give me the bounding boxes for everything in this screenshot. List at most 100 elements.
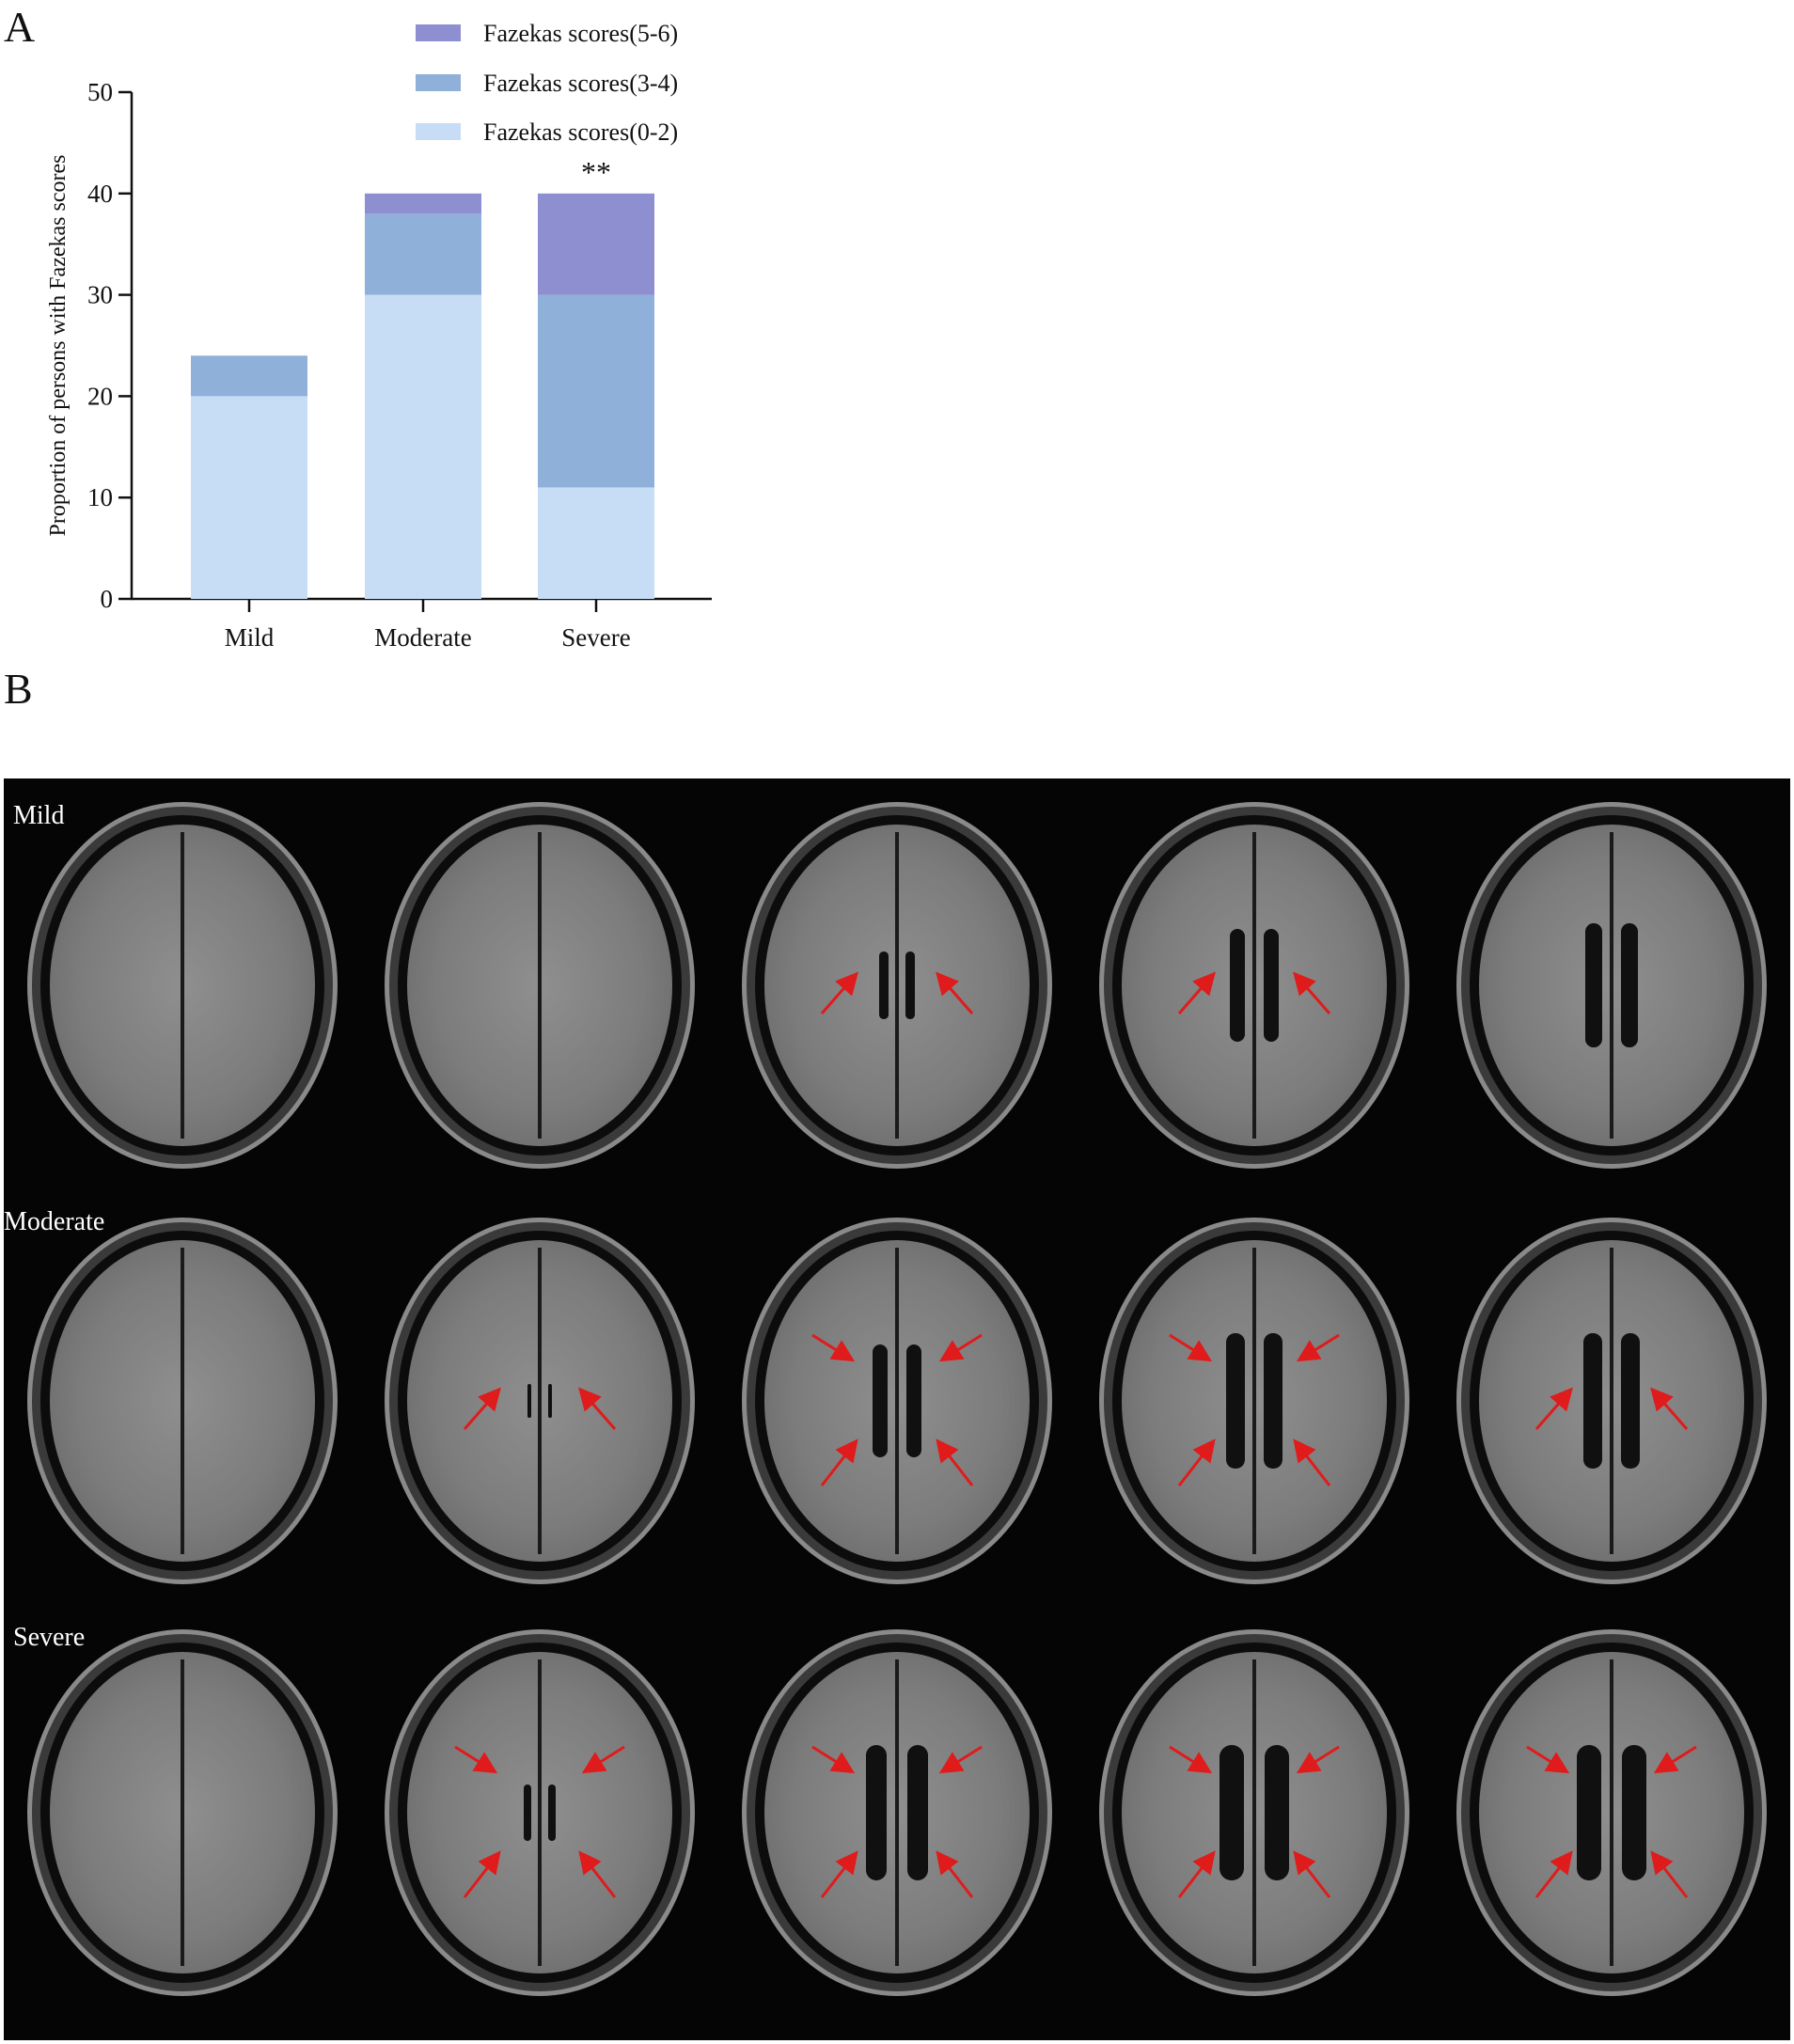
mri-row-label: Severe (13, 1623, 86, 1652)
mri-slice (366, 1615, 714, 2010)
interhemispheric-fissure (1610, 1248, 1613, 1554)
mri-slice (723, 1615, 1071, 2010)
lesion-arrows (1169, 1333, 1340, 1486)
mri-slice (1080, 1203, 1428, 1598)
mri-slice (1080, 788, 1428, 1183)
bar-segment (191, 355, 307, 397)
stacked-bar-chart: 0 10 20 30 40 50 Proportion of persons with Fa… (46, 20, 712, 652)
interhemispheric-fissure (895, 1659, 899, 1966)
lesion-arrow (1653, 1745, 1697, 1774)
interhemispheric-fissure (1610, 1659, 1613, 1966)
lesion-arrow (1169, 1333, 1213, 1362)
legend-swatch (416, 123, 461, 140)
lesion-arrow (1169, 1745, 1213, 1774)
chart-axes: 0 10 20 30 40 50 Proportion of persons with Fa… (46, 78, 712, 652)
brain-tissue (1122, 825, 1387, 1146)
bar-segment (538, 294, 654, 488)
y-tick-label: 50 (87, 78, 113, 106)
legend-label: Fazekas scores(0-2) (483, 118, 678, 146)
mri-slice (1438, 1615, 1786, 2010)
lateral-ventricle (906, 1745, 929, 1880)
lesion-arrow (936, 1850, 974, 1898)
lesion-arrow (1293, 971, 1331, 1014)
mri-slice (723, 788, 1071, 1183)
bar-segment (365, 294, 481, 599)
lesion-arrows (820, 971, 974, 1014)
mri-slice (1080, 1615, 1428, 2010)
lesion-arrow (820, 1439, 858, 1486)
bar-segment (365, 193, 481, 214)
lesion-arrow (1534, 1387, 1573, 1430)
mri-slice (8, 1203, 356, 1598)
interhemispheric-fissure (538, 1248, 542, 1554)
lesion-arrow (1177, 971, 1216, 1014)
legend-label: Fazekas scores(5-6) (483, 20, 678, 47)
lesion-arrows (1526, 1745, 1697, 1898)
lesion-arrow (1534, 1850, 1573, 1898)
lesion-arrow (1296, 1333, 1340, 1362)
interhemispheric-fissure (181, 1659, 184, 1966)
brain-tissue (764, 825, 1030, 1146)
y-tick-label: 30 (87, 281, 113, 309)
x-tick-label: Mild (225, 623, 275, 652)
lesion-arrow (463, 1850, 501, 1898)
chart-annotations: ** (581, 155, 611, 189)
lesion-arrow (578, 1850, 617, 1898)
lesion-arrows (463, 1387, 617, 1430)
significance-annotation: ** (581, 155, 611, 189)
lateral-ventricle (865, 1745, 888, 1880)
chart-bars (191, 193, 654, 599)
brain-tissue (50, 825, 315, 1146)
lesion-arrow (811, 1333, 856, 1362)
mri-slice (8, 788, 356, 1183)
lesion-arrow (1296, 1745, 1340, 1774)
brain-tissue (407, 1240, 672, 1562)
interhemispheric-fissure (895, 1248, 899, 1554)
mri-slice (366, 788, 714, 1183)
lesion-arrows (1169, 1745, 1340, 1898)
lateral-ventricle (1230, 929, 1245, 1042)
lesion-arrow (1526, 1745, 1570, 1774)
lateral-ventricle (879, 951, 889, 1019)
interhemispheric-fissure (1252, 1248, 1256, 1554)
lesion-arrow (1650, 1387, 1689, 1430)
x-tick-label: Severe (561, 623, 630, 652)
lateral-ventricle (1264, 1333, 1283, 1469)
brain-tissue (1122, 1652, 1387, 1973)
lesion-arrow (820, 1850, 858, 1898)
brain-tissue (50, 1240, 315, 1562)
lateral-ventricle (1621, 1333, 1640, 1469)
chart-legend: Fazekas scores(5-6) Fazekas scores(3-4) Fa… (416, 20, 678, 146)
brain-tissue (1479, 1652, 1744, 1973)
bar-segment (538, 193, 654, 295)
lateral-ventricle (1265, 1745, 1289, 1880)
lesion-arrows (811, 1745, 983, 1898)
lesion-arrows (1177, 971, 1331, 1014)
lateral-ventricle (905, 951, 915, 1019)
legend-label: Fazekas scores(3-4) (483, 70, 678, 97)
interhemispheric-fissure (1252, 832, 1256, 1139)
lateral-ventricle (547, 1384, 553, 1418)
mri-row-label: Mild (13, 801, 65, 830)
brain-tissue (1122, 1240, 1387, 1562)
lateral-ventricle (1220, 1745, 1244, 1880)
lesion-arrow (1177, 1850, 1216, 1898)
lesion-arrow (938, 1745, 983, 1774)
bar-segment (191, 396, 307, 599)
panel-label-b: B (4, 665, 33, 713)
interhemispheric-fissure (1610, 832, 1613, 1139)
lesion-arrow (463, 1387, 501, 1430)
mri-slice (1438, 1203, 1786, 1598)
brain-tissue (764, 1240, 1030, 1562)
lateral-ventricle (873, 1344, 888, 1457)
brain-tissue (407, 1652, 672, 1973)
lesion-arrow (1650, 1850, 1689, 1898)
interhemispheric-fissure (181, 832, 184, 1139)
lesion-arrow (454, 1745, 498, 1774)
brain-tissue (1479, 1240, 1744, 1562)
lateral-ventricle (527, 1384, 532, 1418)
lateral-ventricle (1583, 1333, 1602, 1469)
brain-tissue (764, 1652, 1030, 1973)
lateral-ventricle (1264, 929, 1279, 1042)
lesion-arrow (811, 1745, 856, 1774)
